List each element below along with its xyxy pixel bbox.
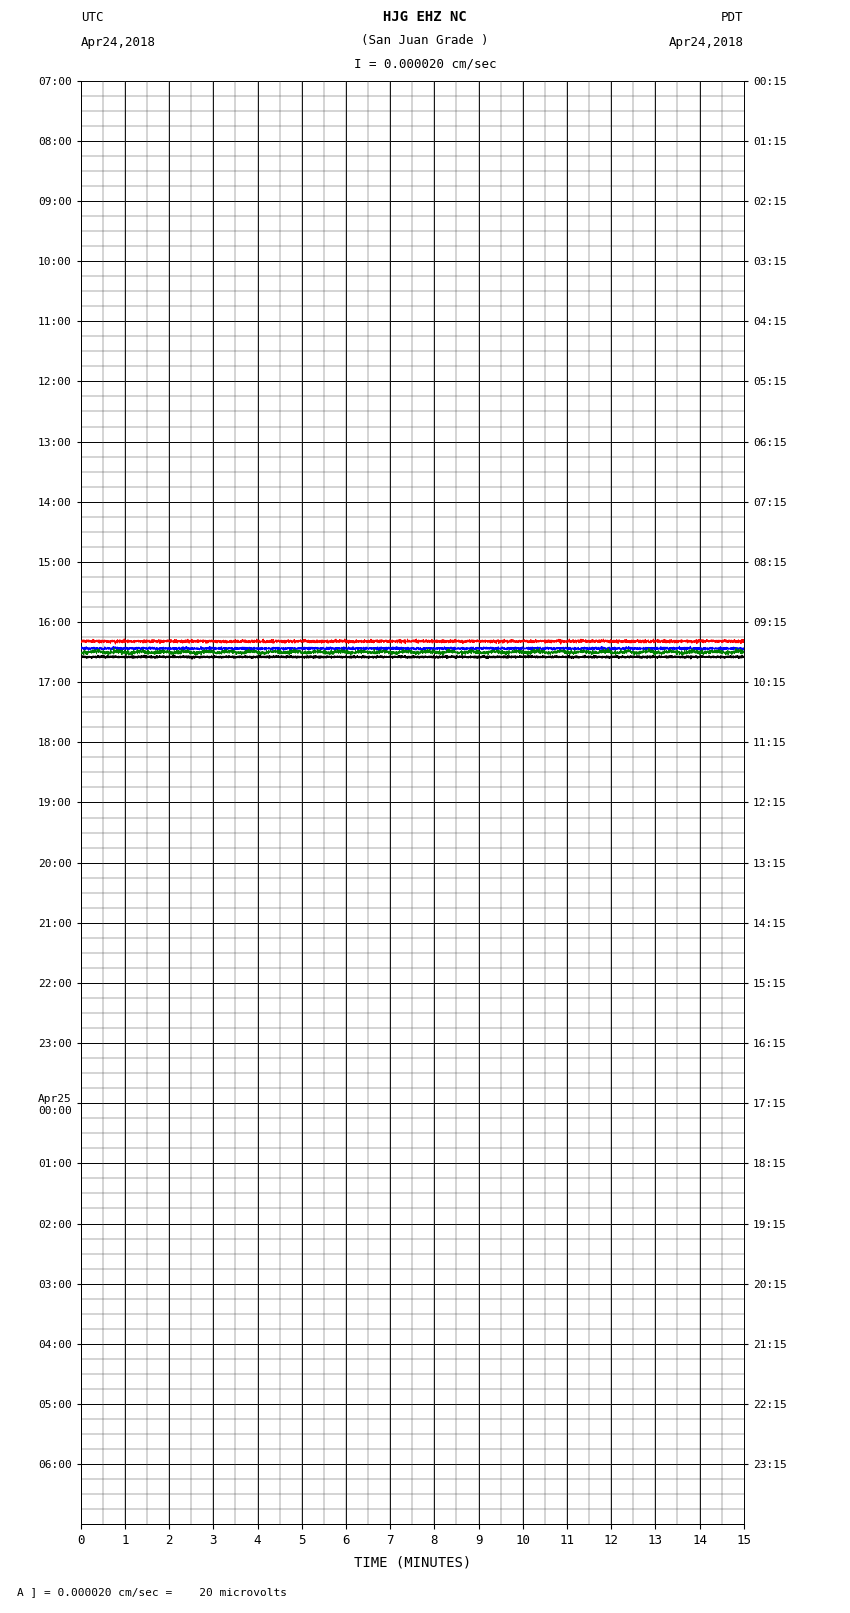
Text: Apr24,2018: Apr24,2018 <box>669 37 744 50</box>
X-axis label: TIME (MINUTES): TIME (MINUTES) <box>354 1555 471 1569</box>
Text: Apr24,2018: Apr24,2018 <box>81 37 156 50</box>
Text: HJG EHZ NC: HJG EHZ NC <box>383 10 467 24</box>
Text: (San Juan Grade ): (San Juan Grade ) <box>361 34 489 47</box>
Text: PDT: PDT <box>722 11 744 24</box>
Text: UTC: UTC <box>81 11 103 24</box>
Text: I = 0.000020 cm/sec: I = 0.000020 cm/sec <box>354 58 496 71</box>
Text: A ] = 0.000020 cm/sec =    20 microvolts: A ] = 0.000020 cm/sec = 20 microvolts <box>17 1587 287 1597</box>
